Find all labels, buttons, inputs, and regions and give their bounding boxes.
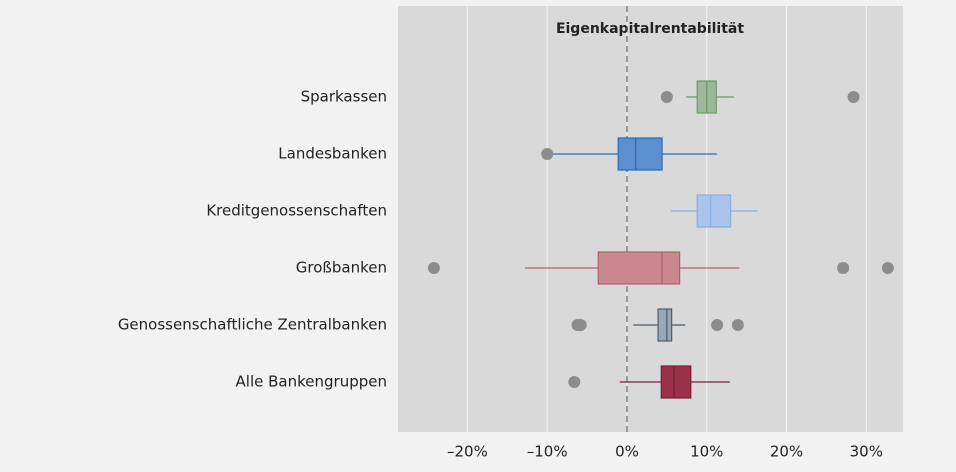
x-tick-label: –10% — [527, 443, 568, 461]
x-tick-label: 10% — [690, 443, 723, 461]
x-tick-label: 0% — [615, 443, 639, 461]
outlier — [711, 319, 724, 331]
category-label: Sparkassen — [301, 88, 387, 106]
x-tick-label: 30% — [850, 443, 883, 461]
outlier — [660, 91, 673, 103]
outlier — [427, 262, 440, 274]
plot-area — [398, 6, 903, 432]
x-tick-label: –20% — [447, 443, 488, 461]
box — [617, 137, 663, 171]
box — [660, 365, 692, 399]
outlier — [568, 376, 581, 388]
outlier — [837, 262, 850, 274]
x-tick-label: 20% — [770, 443, 803, 461]
box — [696, 194, 732, 228]
outlier — [731, 319, 744, 331]
outlier — [881, 262, 894, 274]
box — [657, 308, 673, 342]
outlier — [574, 319, 587, 331]
chart-title: Eigenkapitalrentabilität — [556, 21, 744, 37]
category-label: Genossenschaftliche Zentralbanken — [118, 316, 387, 334]
category-label: Kreditgenossenschaften — [206, 202, 387, 220]
outlier — [541, 148, 554, 160]
outlier — [847, 91, 860, 103]
category-label: Landesbanken — [278, 145, 387, 163]
category-label: Großbanken — [296, 259, 387, 277]
category-label: Alle Bankengruppen — [236, 373, 387, 391]
box — [597, 251, 681, 285]
